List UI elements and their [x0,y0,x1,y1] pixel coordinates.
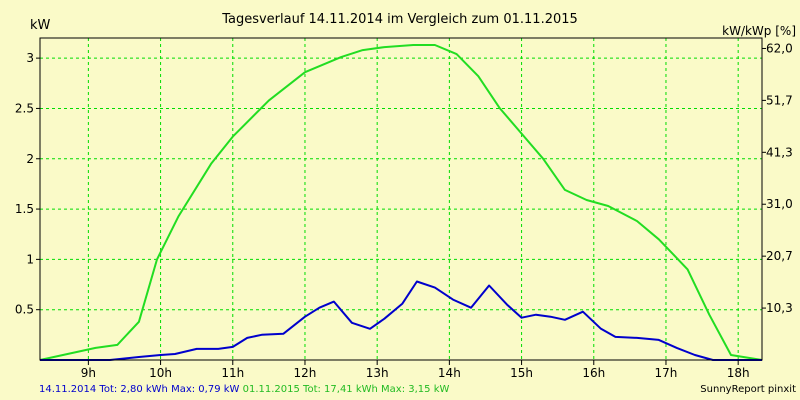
x-tick-label: 11h [221,366,244,380]
series-lines [39,44,763,361]
y-right-tick-label: 41,3 [766,145,793,159]
y-axis-left-label: kW [30,18,51,33]
x-tick-label: 13h [366,366,389,380]
y-tick-label: 2 [26,152,34,166]
x-tick-label: 16h [582,366,605,380]
series-line [40,280,762,361]
x-tick-label: 18h [727,366,750,380]
y-right-tick-label: 51,7 [766,93,793,107]
plot-frame [39,37,763,361]
chart-title: Tagesverlauf 14.11.2014 im Vergleich zum… [221,12,578,27]
y-right-tick-label: 62,0 [766,41,793,55]
legend-series-2014: 14.11.2014 Tot: 2,80 kWh Max: 0,79 kW [39,384,240,395]
footer-legend: 14.11.2014 Tot: 2,80 kWh Max: 0,79 kW 01… [39,382,449,398]
y-tick-label: 2.5 [15,101,34,115]
x-tick-label: 10h [149,366,172,380]
y-right-tick-label: 10,3 [766,301,793,315]
chart-footer: 14.11.2014 Tot: 2,80 kWh Max: 0,79 kW 01… [0,382,800,398]
y-right-tick-label: 20,7 [766,249,793,263]
plot-border [39,37,763,361]
y-tick-label: 3 [26,51,34,65]
x-tick-label: 9h [81,366,96,380]
series-line [39,44,763,361]
tick-labels: 9h 10h 11h 12h 13h 14h 15h 16h 17h 18h 0.5 1 1.5 2 2.5… [15,41,793,380]
y-tick-label: 1 [26,252,34,266]
x-tick-label: 15h [510,366,533,380]
y-right-tick-label: 31,0 [766,197,793,211]
grid-lines [40,38,762,360]
y-tick-label: 1.5 [15,202,34,216]
credit-text: SunnyReport pinxit [700,384,796,395]
x-tick-label: 14h [438,366,461,380]
y-tick-label: 0.5 [15,303,34,317]
x-tick-label: 17h [655,366,678,380]
x-tick-label: 12h [294,366,317,380]
y-axis-right-label: kW/kWp [%] [722,24,796,38]
legend-series-2015: 01.11.2015 Tot: 17,41 kWh Max: 3,15 kW [242,384,450,395]
